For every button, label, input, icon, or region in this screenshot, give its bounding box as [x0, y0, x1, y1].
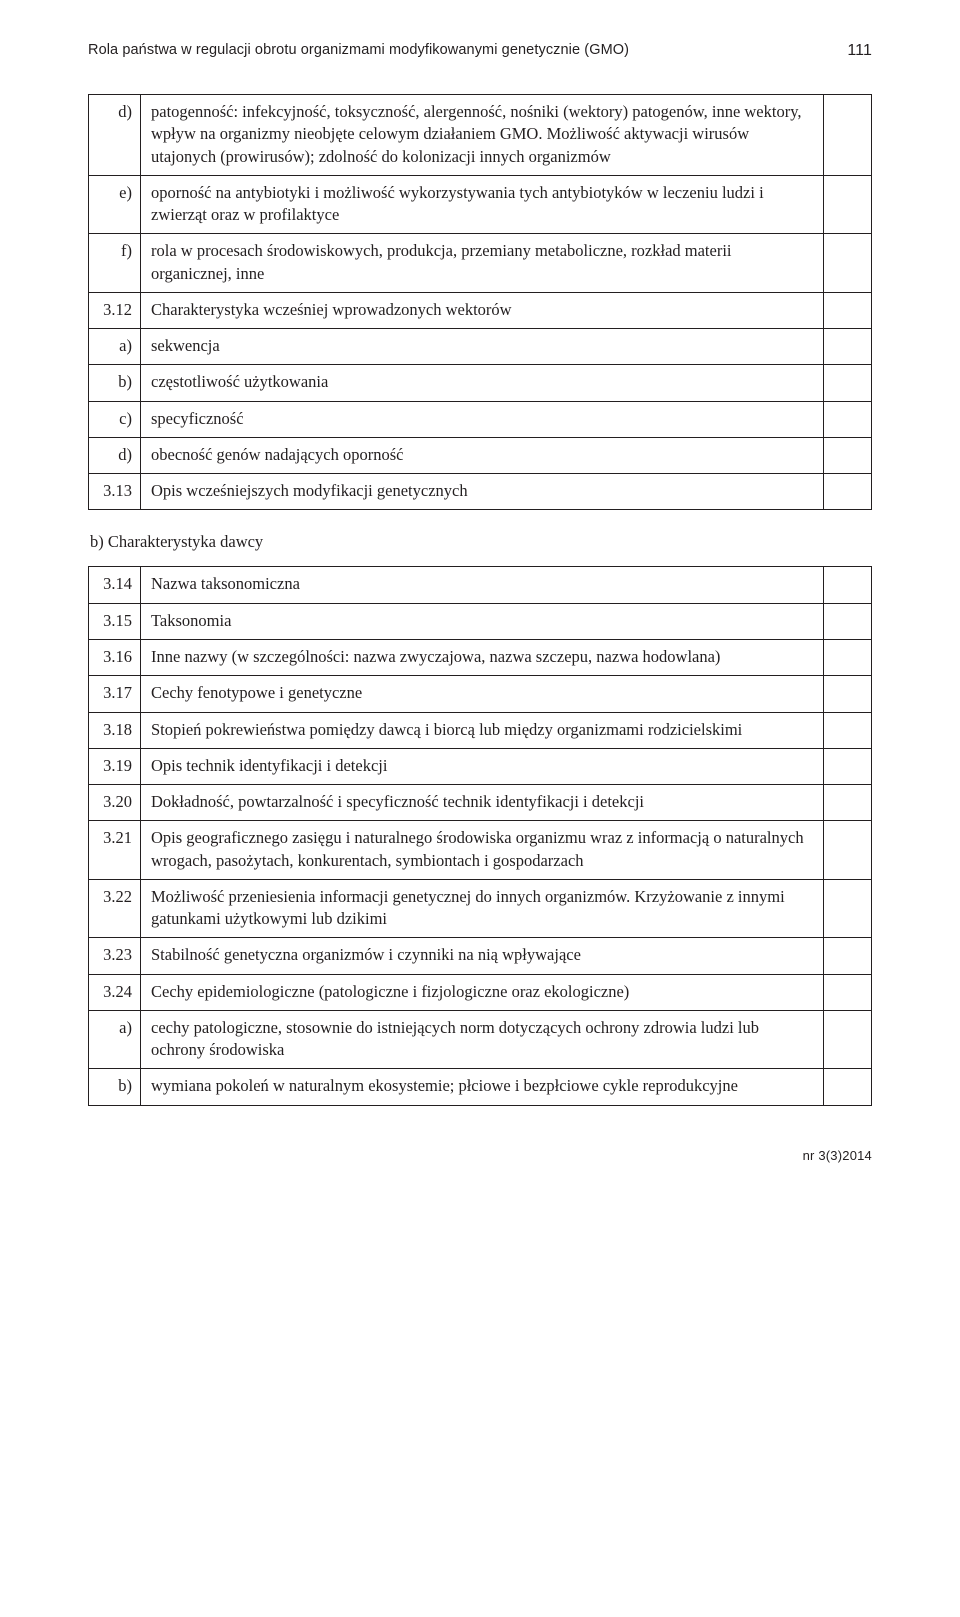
page-number: 111 [847, 42, 872, 60]
row-text: patogenność: infekcyjność, toksyczność, … [141, 95, 824, 176]
row-text: cechy patologiczne, stosownie do istniej… [141, 1010, 824, 1069]
row-key: 3.15 [89, 603, 141, 639]
row-key: c) [89, 401, 141, 437]
row-key: 3.22 [89, 879, 141, 938]
row-text: Stabilność genetyczna organizmów i czynn… [141, 938, 824, 974]
row-text: Cechy epidemiologiczne (patologiczne i f… [141, 974, 824, 1010]
row-blank-cell [824, 175, 872, 234]
table-row: 3.24Cechy epidemiologiczne (patologiczne… [89, 974, 872, 1010]
row-blank-cell [824, 474, 872, 510]
row-text: Cechy fenotypowe i genetyczne [141, 676, 824, 712]
row-blank-cell [824, 1069, 872, 1105]
table-row: a)cechy patologiczne, stosownie do istni… [89, 1010, 872, 1069]
table-row: c)specyficzność [89, 401, 872, 437]
row-blank-cell [824, 401, 872, 437]
row-blank-cell [824, 567, 872, 603]
running-header: Rola państwa w regulacji obrotu organizm… [88, 42, 872, 60]
row-text: Możliwość przeniesienia informacji genet… [141, 879, 824, 938]
row-text: Opis geograficznego zasięgu i naturalneg… [141, 821, 824, 880]
row-blank-cell [824, 639, 872, 675]
table-row: 3.19Opis technik identyfikacji i detekcj… [89, 748, 872, 784]
row-text: specyficzność [141, 401, 824, 437]
table-row: 3.16Inne nazwy (w szczególności: nazwa z… [89, 639, 872, 675]
table-row: 3.13Opis wcześniejszych modyfikacji gene… [89, 474, 872, 510]
row-key: 3.16 [89, 639, 141, 675]
row-text: Charakterystyka wcześniej wprowadzonych … [141, 292, 824, 328]
table-row: f)rola w procesach środowiskowych, produ… [89, 234, 872, 293]
row-text: sekwencja [141, 329, 824, 365]
row-blank-cell [824, 821, 872, 880]
row-blank-cell [824, 437, 872, 473]
row-key: a) [89, 1010, 141, 1069]
row-blank-cell [824, 1010, 872, 1069]
row-key: 3.19 [89, 748, 141, 784]
row-blank-cell [824, 676, 872, 712]
row-text: obecność genów nadających oporność [141, 437, 824, 473]
row-key: 3.20 [89, 785, 141, 821]
table-row: b)częstotliwość użytkowania [89, 365, 872, 401]
row-key: 3.23 [89, 938, 141, 974]
row-blank-cell [824, 785, 872, 821]
row-blank-cell [824, 712, 872, 748]
row-blank-cell [824, 95, 872, 176]
table-row: 3.15Taksonomia [89, 603, 872, 639]
row-blank-cell [824, 938, 872, 974]
table-row: a)sekwencja [89, 329, 872, 365]
row-key: 3.12 [89, 292, 141, 328]
table-row: d)obecność genów nadających oporność [89, 437, 872, 473]
table-row: 3.23Stabilność genetyczna organizmów i c… [89, 938, 872, 974]
row-blank-cell [824, 879, 872, 938]
row-text: Inne nazwy (w szczególności: nazwa zwycz… [141, 639, 824, 675]
row-blank-cell [824, 603, 872, 639]
row-text: Opis technik identyfikacji i detekcji [141, 748, 824, 784]
row-blank-cell [824, 329, 872, 365]
row-blank-cell [824, 234, 872, 293]
row-blank-cell [824, 365, 872, 401]
table-row: 3.18Stopień pokrewieństwa pomiędzy dawcą… [89, 712, 872, 748]
row-text: Stopień pokrewieństwa pomiędzy dawcą i b… [141, 712, 824, 748]
row-text: rola w procesach środowiskowych, produkc… [141, 234, 824, 293]
table-row: d)patogenność: infekcyjność, toksyczność… [89, 95, 872, 176]
table-row: 3.12Charakterystyka wcześniej wprowadzon… [89, 292, 872, 328]
row-text: wymiana pokoleń w naturalnym ekosystemie… [141, 1069, 824, 1105]
row-text: oporność na antybiotyki i możliwość wyko… [141, 175, 824, 234]
row-key: 3.18 [89, 712, 141, 748]
row-text: Dokładność, powtarzalność i specyficznoś… [141, 785, 824, 821]
row-text: Taksonomia [141, 603, 824, 639]
row-key: a) [89, 329, 141, 365]
row-blank-cell [824, 748, 872, 784]
row-key: e) [89, 175, 141, 234]
table-2: 3.14Nazwa taksonomiczna 3.15Taksonomia 3… [88, 566, 872, 1105]
table-row: 3.22Możliwość przeniesienia informacji g… [89, 879, 872, 938]
row-key: d) [89, 437, 141, 473]
row-text: częstotliwość użytkowania [141, 365, 824, 401]
table-row: 3.17Cechy fenotypowe i genetyczne [89, 676, 872, 712]
table-row: 3.14Nazwa taksonomiczna [89, 567, 872, 603]
row-blank-cell [824, 292, 872, 328]
issue-footer: nr 3(3)2014 [88, 1148, 872, 1163]
section-b-title: b) Charakterystyka dawcy [90, 532, 872, 552]
row-text: Nazwa taksonomiczna [141, 567, 824, 603]
table-row: 3.21Opis geograficznego zasięgu i natura… [89, 821, 872, 880]
row-key: 3.21 [89, 821, 141, 880]
row-blank-cell [824, 974, 872, 1010]
table-1: d)patogenność: infekcyjność, toksyczność… [88, 94, 872, 510]
row-key: b) [89, 1069, 141, 1105]
row-key: d) [89, 95, 141, 176]
row-key: f) [89, 234, 141, 293]
running-title: Rola państwa w regulacji obrotu organizm… [88, 42, 629, 60]
row-text: Opis wcześniejszych modyfikacji genetycz… [141, 474, 824, 510]
row-key: 3.24 [89, 974, 141, 1010]
row-key: 3.13 [89, 474, 141, 510]
row-key: 3.14 [89, 567, 141, 603]
table-row: e)oporność na antybiotyki i możliwość wy… [89, 175, 872, 234]
table-row: 3.20Dokładność, powtarzalność i specyfic… [89, 785, 872, 821]
row-key: 3.17 [89, 676, 141, 712]
table-row: b)wymiana pokoleń w naturalnym ekosystem… [89, 1069, 872, 1105]
row-key: b) [89, 365, 141, 401]
